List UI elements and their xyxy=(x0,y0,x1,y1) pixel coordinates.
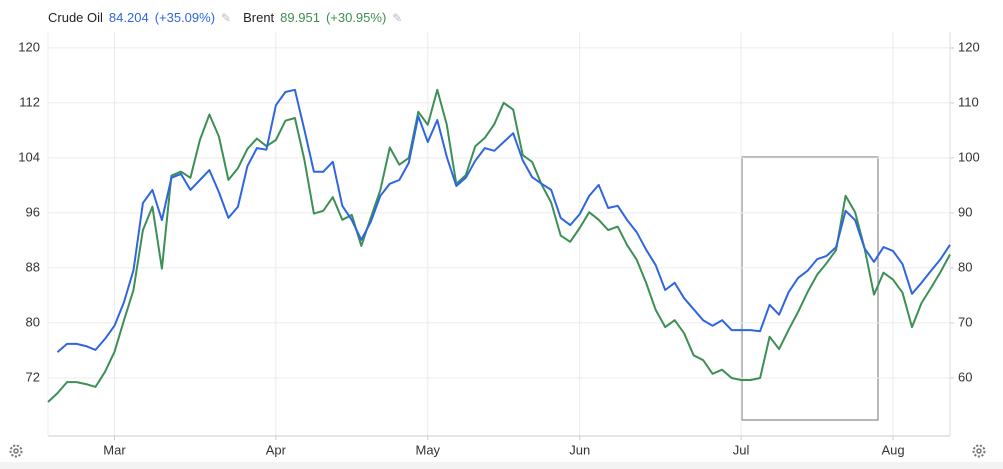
legend-edit[interactable]: ✎ xyxy=(221,10,232,25)
legend-name: Brent xyxy=(243,10,275,25)
y-tick-label: 72 xyxy=(26,369,40,384)
series-line xyxy=(56,88,951,353)
y-tick-label: 88 xyxy=(26,259,40,274)
legend-change: (+30.95%) xyxy=(325,10,387,25)
y2-tick-label: 90 xyxy=(958,204,972,219)
x-tick-label: Aug xyxy=(881,442,904,457)
x-tick-label: Mar xyxy=(103,442,126,457)
legend-change: (+35.09%) xyxy=(154,10,216,25)
y-tick-label: 80 xyxy=(26,314,40,329)
settings-right[interactable] xyxy=(972,444,986,458)
legend-name: Crude Oil xyxy=(48,10,103,25)
y-tick-label: 104 xyxy=(18,149,40,164)
series-line xyxy=(47,88,951,403)
bottom-bar xyxy=(0,462,1003,469)
y2-tick-label: 100 xyxy=(958,149,980,164)
legend: Crude Oil 84.204 (+35.09%) ✎ Brent 89.951 (+30… xyxy=(48,10,408,25)
legend-edit[interactable]: ✎ xyxy=(392,10,403,25)
y2-tick-label: 120 xyxy=(958,39,980,54)
x-tick-label: Apr xyxy=(266,442,287,457)
selection-box[interactable] xyxy=(741,156,879,421)
settings-left[interactable] xyxy=(9,444,23,458)
x-tick-label: Jun xyxy=(569,442,590,457)
y-tick-label: 112 xyxy=(19,94,40,109)
x-tick-label: May xyxy=(416,442,441,457)
y2-tick-label: 70 xyxy=(958,314,972,329)
x-tick-label: Jul xyxy=(733,442,750,457)
legend-last: 84.204 xyxy=(108,10,149,25)
y-tick-label: 96 xyxy=(26,204,40,219)
y-tick-label: 120 xyxy=(18,39,40,54)
y2-tick-label: 80 xyxy=(958,259,972,274)
y2-tick-label: 110 xyxy=(958,94,979,109)
y2-tick-label: 60 xyxy=(958,369,972,384)
legend-last: 89.951 xyxy=(280,10,320,25)
